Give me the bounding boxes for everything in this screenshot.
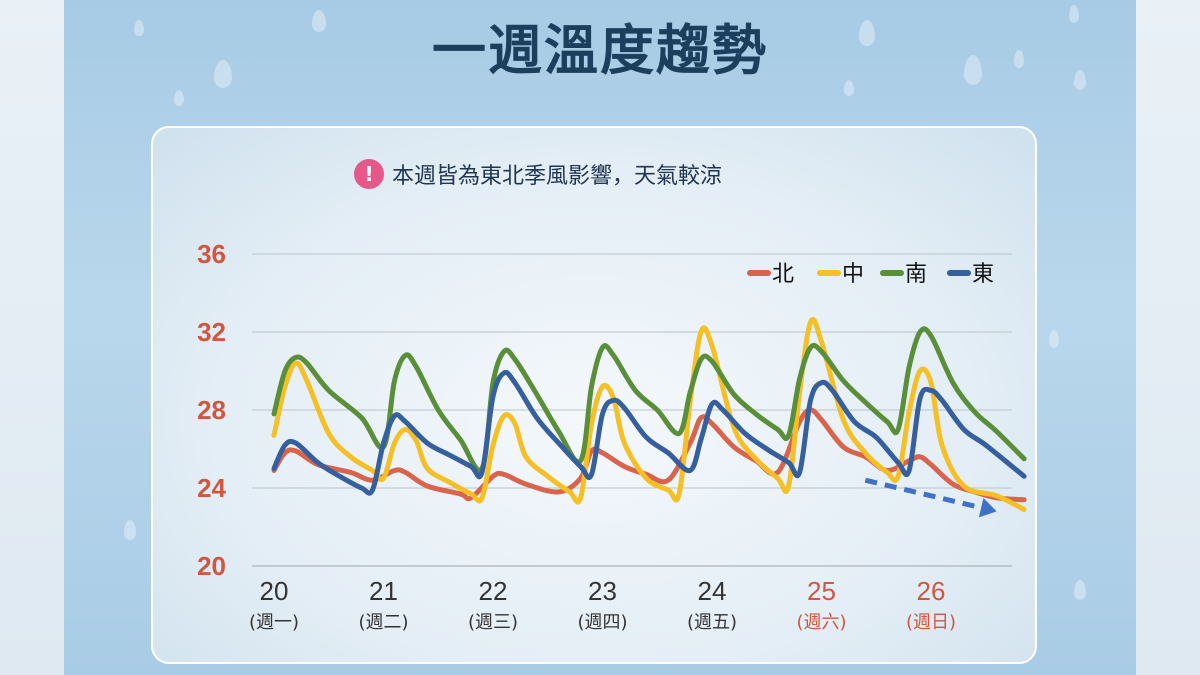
- raindrop-decoration: [1014, 50, 1024, 68]
- chart-legend: 北中南東: [747, 262, 994, 287]
- left-margin: [0, 0, 64, 675]
- x-tick-day: 20: [260, 576, 289, 606]
- raindrop-decoration: [312, 10, 326, 32]
- y-tick-label: 24: [197, 473, 226, 503]
- raindrop-decoration: [1069, 5, 1079, 23]
- raindrop-decoration: [124, 520, 136, 540]
- legend-label-central: 中: [842, 262, 864, 287]
- x-axis: 20 (週一) 21 (週二) 22 (週三) 23 (週四) 24 (週五) 25 (週六) 26 (週…: [249, 576, 956, 633]
- x-tick-weekday: (週一): [249, 612, 299, 633]
- raindrop-decoration: [214, 60, 232, 88]
- trend-arrow: [864, 477, 997, 518]
- series-line-central: [271, 316, 1027, 512]
- y-axis: 36 32 28 24 20: [197, 239, 226, 581]
- x-tick-day: 25: [807, 576, 836, 606]
- chart-card: [151, 126, 1037, 664]
- y-tick-label: 36: [197, 239, 226, 269]
- trend-arrow-head: [978, 497, 997, 518]
- raindrop-decoration: [1074, 70, 1086, 90]
- raindrop-decoration: [964, 55, 982, 85]
- raindrop-decoration: [1049, 330, 1059, 348]
- x-tick-day: 26: [917, 576, 946, 606]
- raindrop-decoration: [174, 90, 184, 106]
- y-tick-label: 32: [197, 317, 226, 347]
- x-tick-weekday: (週六): [796, 612, 846, 633]
- notice-text: 本週皆為東北季風影響，天氣較涼: [392, 164, 723, 189]
- raindrop-decoration: [859, 20, 875, 46]
- x-tick-weekday: (週三): [468, 612, 518, 633]
- x-tick-weekday: (週二): [358, 612, 408, 633]
- legend-label-north: 北: [772, 262, 794, 287]
- series-line-south: [271, 326, 1027, 473]
- y-tick-label: 28: [197, 395, 226, 425]
- chart-grid: [252, 253, 1012, 567]
- raindrop-decoration: [134, 20, 144, 36]
- legend-label-east: 東: [972, 262, 994, 287]
- exclamation-icon: !: [354, 159, 384, 189]
- x-tick-day: 22: [479, 576, 508, 606]
- x-tick-weekday: (週日): [906, 612, 956, 633]
- x-tick-weekday: (週五): [687, 612, 737, 633]
- x-tick-weekday: (週四): [577, 612, 627, 633]
- series-line-east: [271, 369, 1027, 496]
- raindrop-decoration: [1074, 580, 1086, 600]
- right-margin: [1136, 0, 1200, 675]
- legend-label-south: 南: [905, 262, 927, 287]
- notice-banner: ! 本週皆為東北季風影響，天氣較涼: [354, 157, 722, 191]
- page-title: 一週溫度趨勢: [432, 19, 768, 82]
- x-tick-day: 23: [588, 576, 617, 606]
- raindrop-decoration: [844, 80, 854, 96]
- y-tick-label: 20: [197, 551, 226, 581]
- x-tick-day: 24: [698, 576, 727, 606]
- x-tick-day: 21: [369, 576, 398, 606]
- series-lines: [271, 316, 1027, 512]
